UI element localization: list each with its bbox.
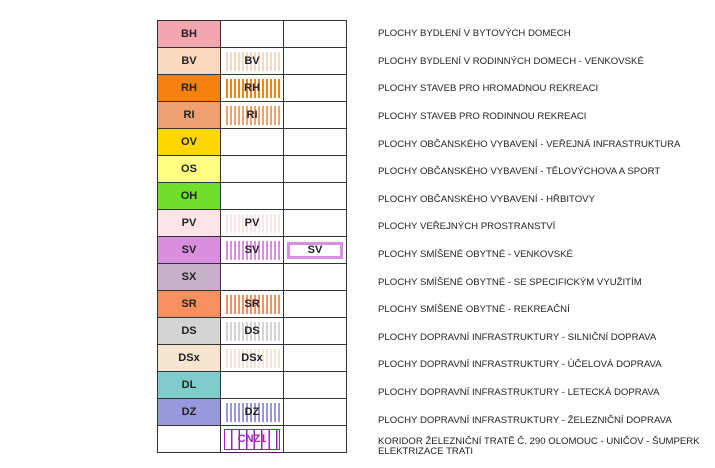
legend-swatch-ds: DS: [157, 317, 221, 345]
legend-outline-sv: SV: [287, 241, 343, 259]
legend-description: PLOCHY STAVEB PRO HROMADNOU REKREACI: [378, 83, 599, 95]
legend-outline-cell: [283, 155, 347, 183]
legend-hatch-cell: [220, 155, 284, 183]
legend-hatch-cell: SR: [220, 290, 284, 318]
legend-description-corridor: KORIDOR ŽELEZNIČNÍ TRATĚ Č. 290 OLOMOUC …: [378, 435, 700, 457]
legend-hatch-ri: RI: [224, 105, 280, 125]
legend-outline-cell: [283, 101, 347, 129]
legend-hatch-cell: DSx: [220, 344, 284, 372]
legend-outline-cell: [283, 128, 347, 156]
legend-row-corridor: CNZ1: [157, 425, 347, 453]
legend-row: BV BV: [157, 47, 347, 75]
legend-hatch-cell: [220, 128, 284, 156]
legend-outline-cell: [283, 371, 347, 399]
legend-hatch-cell: [220, 263, 284, 291]
legend-table: BH BV BV RH RH RI RI OV OS OH PV PV SV SV SV SX SR SR DS DS…: [157, 20, 347, 453]
legend-row: RH RH: [157, 74, 347, 102]
legend-outline-cell: SV: [283, 236, 347, 264]
legend-swatch-pv: PV: [157, 209, 221, 237]
legend-outline-cell: [283, 398, 347, 426]
legend-corridor-cell: CNZ1: [220, 425, 284, 453]
legend-swatch-ri: RI: [157, 101, 221, 129]
legend-description: PLOCHY STAVEB PRO RODINNOU REKREACI: [378, 111, 587, 123]
legend-hatch-cell: [220, 20, 284, 48]
legend-hatch-cell: [220, 182, 284, 210]
legend-description: PLOCHY SMÍŠENÉ OBYTNÉ - REKREAČNÍ: [378, 304, 570, 316]
legend-row: OH: [157, 182, 347, 210]
legend-row: OS: [157, 155, 347, 183]
legend-row: SR SR: [157, 290, 347, 318]
legend-hatch-cell: RH: [220, 74, 284, 102]
legend-corridor-cnz1: CNZ1: [224, 428, 280, 450]
legend-hatch-cell: SV: [220, 236, 284, 264]
legend-outline-cell: [283, 47, 347, 75]
legend-row: DSx DSx: [157, 344, 347, 372]
legend-outline-cell: [283, 74, 347, 102]
legend-hatch-bv: BV: [224, 51, 280, 71]
legend-hatch-cell: PV: [220, 209, 284, 237]
legend-row: PV PV: [157, 209, 347, 237]
legend-row: RI RI: [157, 101, 347, 129]
legend-description: PLOCHY DOPRAVNÍ INFRASTRUKTURY - ÚČELOVÁ…: [378, 359, 662, 371]
legend-swatch-oh: OH: [157, 182, 221, 210]
legend-hatch-cell: BV: [220, 47, 284, 75]
legend-row: BH: [157, 20, 347, 48]
legend-swatch-bh: BH: [157, 20, 221, 48]
legend-swatch-sr: SR: [157, 290, 221, 318]
legend-hatch-cell: DS: [220, 317, 284, 345]
legend-outline-cell: [283, 263, 347, 291]
legend-hatch-rh: RH: [224, 78, 280, 98]
legend-swatch-ov: OV: [157, 128, 221, 156]
legend-outline-cell: [283, 290, 347, 318]
legend-outline-cell: [283, 344, 347, 372]
legend-hatch-cell: RI: [220, 101, 284, 129]
legend-description: PLOCHY DOPRAVNÍ INFRASTRUKTURY - LETECKÁ…: [378, 387, 660, 399]
legend-row: SV SV SV: [157, 236, 347, 264]
legend-row: DL: [157, 371, 347, 399]
legend-swatch-sv: SV: [157, 236, 221, 264]
legend-row: DS DS: [157, 317, 347, 345]
legend-hatch-dsx: DSx: [224, 348, 280, 368]
legend-description: PLOCHY SMÍŠENÉ OBYTNÉ - VENKOVSKÉ: [378, 249, 573, 261]
legend-hatch-dz: DZ: [224, 402, 280, 422]
legend-description: PLOCHY OBČANSKÉHO VYBAVENÍ - HŘBITOVY: [378, 193, 595, 205]
legend-hatch-sv: SV: [224, 240, 280, 260]
legend-description: PLOCHY SMÍŠENÉ OBYTNÉ - SE SPECIFICKÝM V…: [378, 276, 642, 288]
legend-hatch-sr: SR: [224, 294, 280, 314]
legend-description: PLOCHY BYDLENÍ V RODINNÝCH DOMECH - VENK…: [378, 55, 644, 67]
legend-description: PLOCHY BYDLENÍ V BYTOVÝCH DOMECH: [378, 28, 571, 40]
legend-description: PLOCHY DOPRAVNÍ INFRASTRUKTURY - SILNIČN…: [378, 331, 657, 343]
legend-row: SX: [157, 263, 347, 291]
legend-swatch-dsx: DSx: [157, 344, 221, 372]
legend-description: PLOCHY DOPRAVNÍ INFRASTRUKTURY - ŽELEZNI…: [378, 414, 672, 426]
legend-swatch-dz: DZ: [157, 398, 221, 426]
legend-swatch-bv: BV: [157, 47, 221, 75]
legend-outline-cell: [283, 317, 347, 345]
legend-empty-cell: [157, 425, 221, 453]
legend-hatch-ds: DS: [224, 321, 280, 341]
legend-description: PLOCHY VEŘEJNÝCH PROSTRANSTVÍ: [378, 221, 556, 233]
legend-description: PLOCHY OBČANSKÉHO VYBAVENÍ - VEŘEJNÁ INF…: [378, 138, 681, 150]
legend-outline-cell: [283, 20, 347, 48]
legend-swatch-os: OS: [157, 155, 221, 183]
legend-row: DZ DZ: [157, 398, 347, 426]
legend-swatch-dl: DL: [157, 371, 221, 399]
legend-swatch-sx: SX: [157, 263, 221, 291]
legend-outline-cell: [283, 209, 347, 237]
legend-hatch-pv: PV: [224, 213, 280, 233]
legend-outline-cell: [283, 182, 347, 210]
legend-empty-cell: [283, 425, 347, 453]
legend-description: PLOCHY OBČANSKÉHO VYBAVENÍ - TĚLOVÝCHOVA…: [378, 166, 661, 178]
legend-hatch-cell: [220, 371, 284, 399]
legend-row: OV: [157, 128, 347, 156]
legend-descriptions: PLOCHY BYDLENÍ V BYTOVÝCH DOMECH PLOCHY B…: [378, 20, 700, 462]
legend-swatch-rh: RH: [157, 74, 221, 102]
legend-hatch-cell: DZ: [220, 398, 284, 426]
